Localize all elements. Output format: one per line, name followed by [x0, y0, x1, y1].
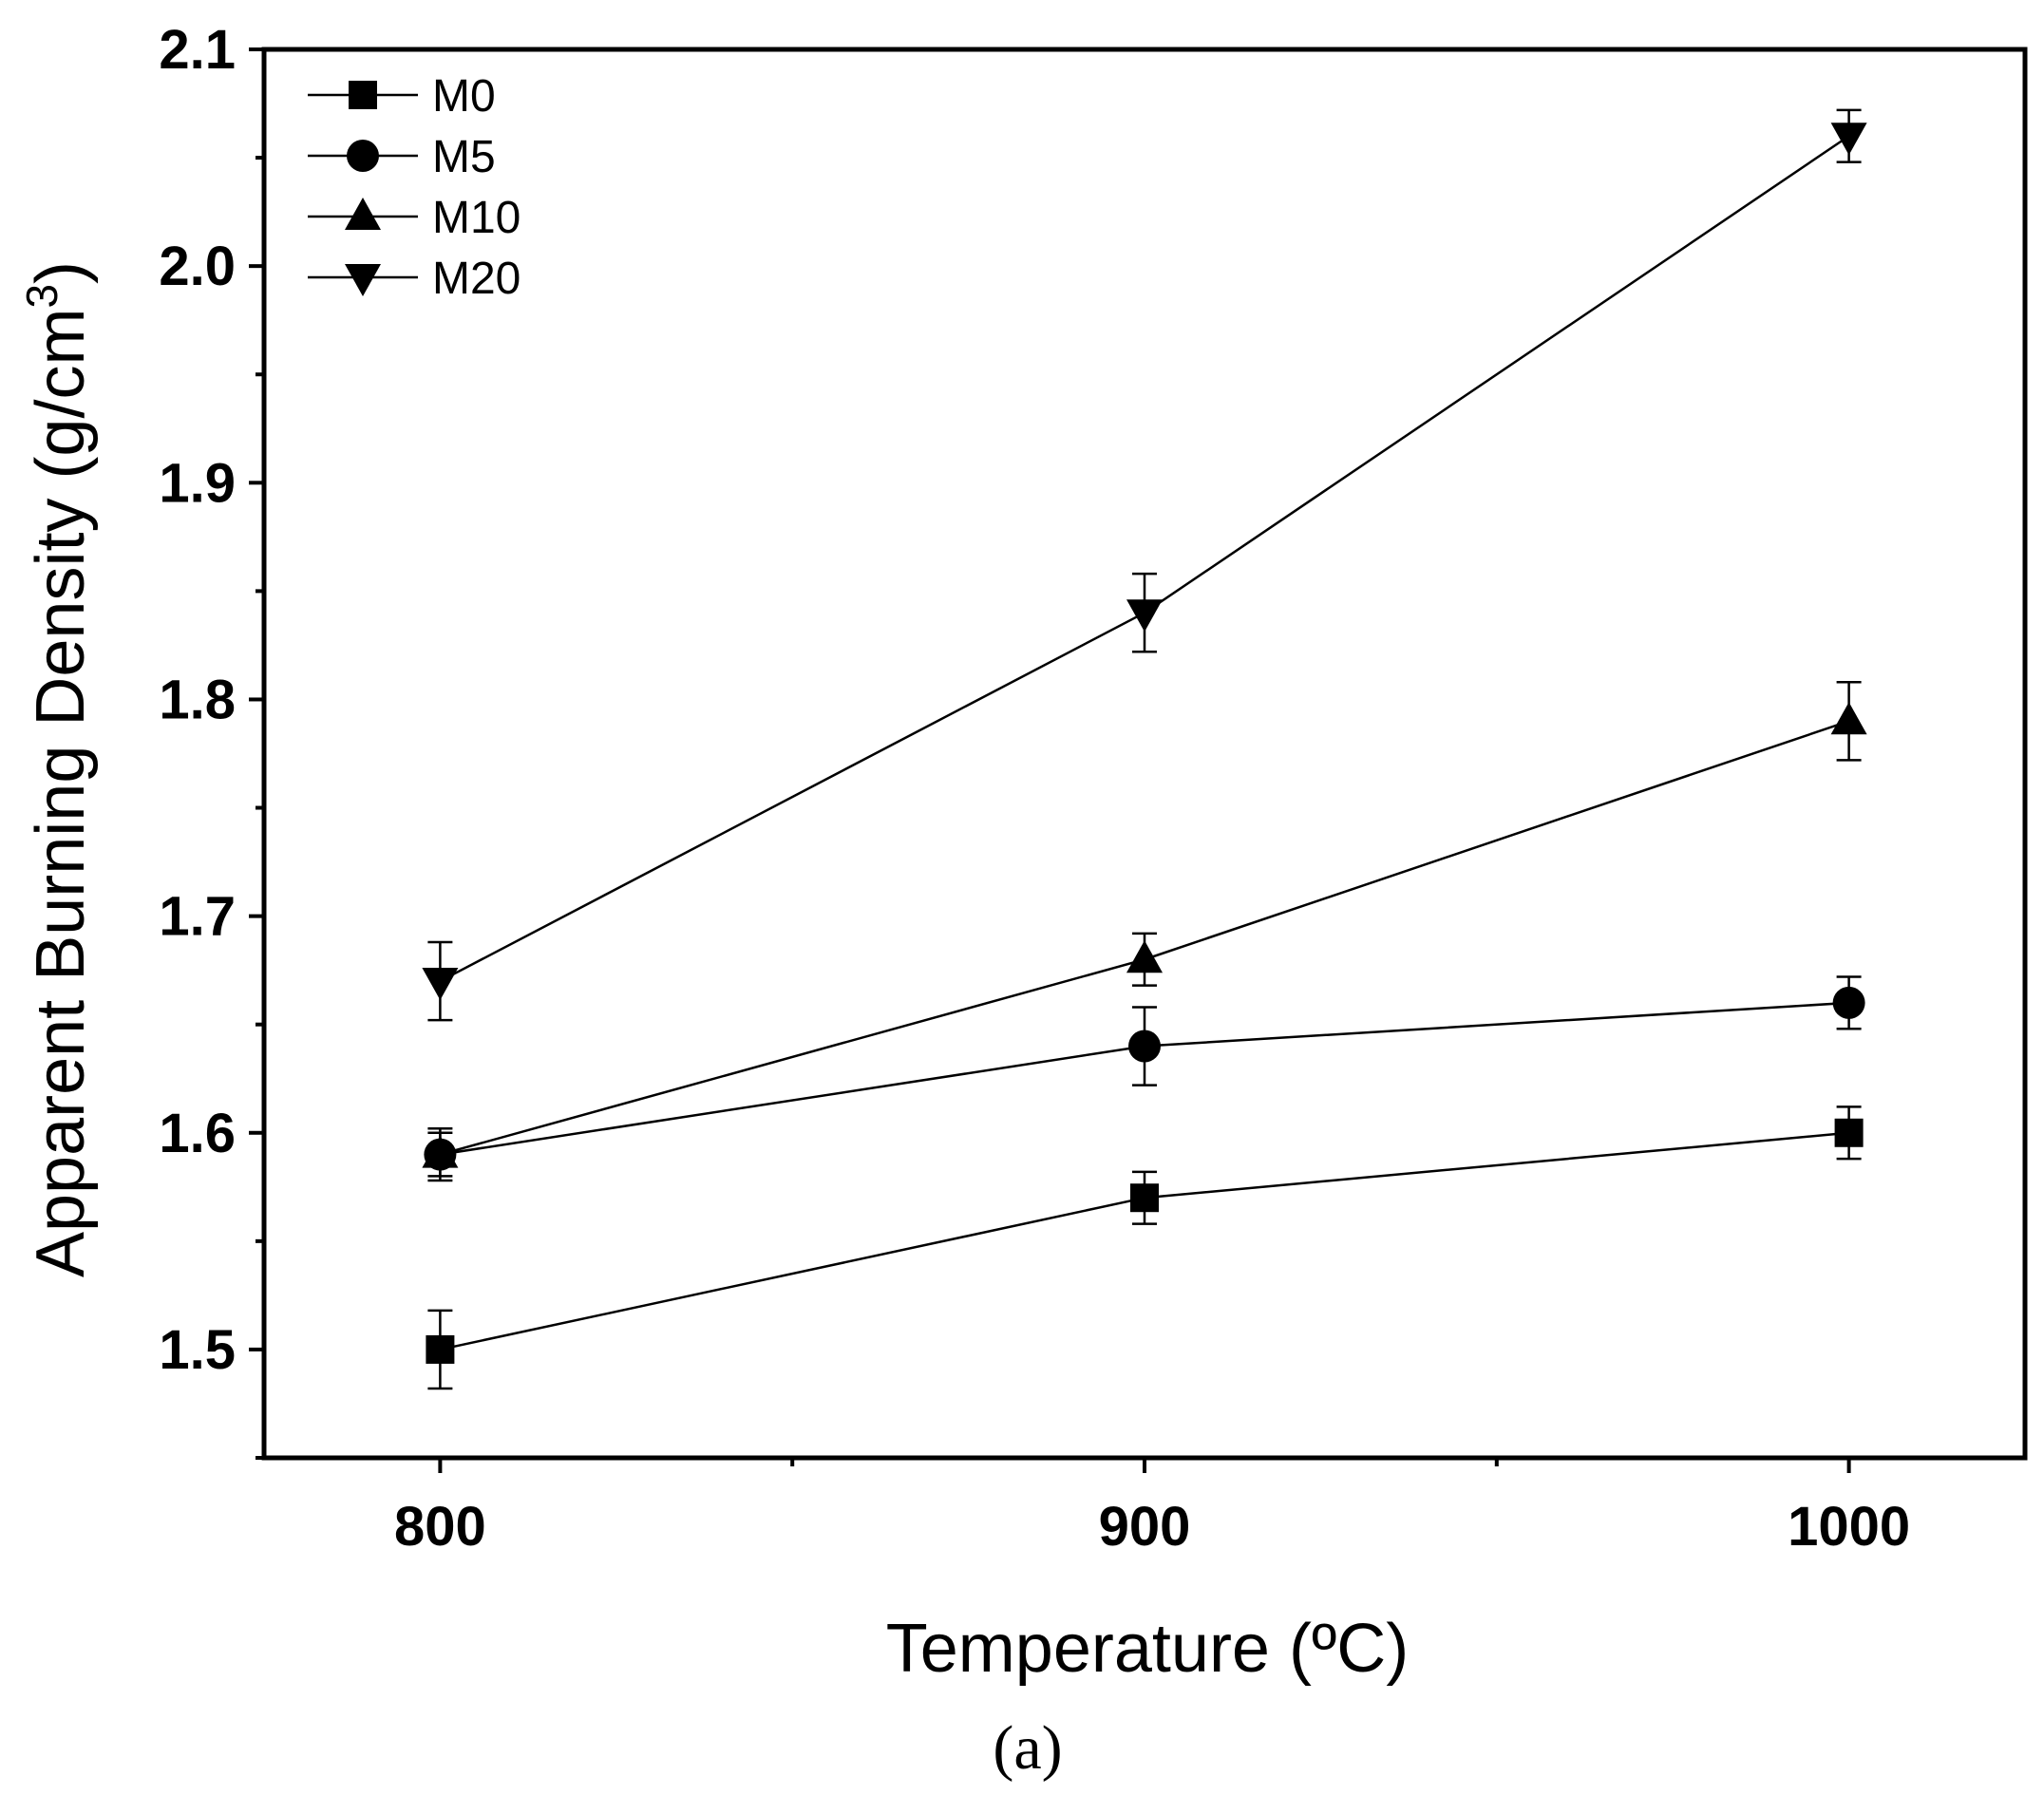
legend-label: M20 [432, 254, 520, 304]
data-point [1834, 1118, 1864, 1147]
y-tick-label: 1.7 [159, 886, 236, 948]
x-axis-title: Temperature (ºC) [886, 1611, 1409, 1687]
legend-item: M20 [308, 254, 520, 304]
y-tick-label: 1.9 [159, 452, 236, 514]
y-tick-label: 2.0 [159, 236, 236, 297]
y-tick-label: 1.8 [159, 669, 236, 730]
y-axis-title-suffix: ) [23, 261, 99, 284]
data-point [426, 1334, 455, 1364]
chart-series [422, 108, 1867, 1390]
legend-marker [345, 198, 381, 230]
data-point [422, 1135, 459, 1168]
y-tick-label: 1.5 [159, 1319, 236, 1381]
plot-frame [261, 47, 2028, 1461]
legend-item: M10 [308, 193, 520, 243]
y-tick-label: 1.6 [159, 1103, 236, 1164]
legend-item: M5 [308, 132, 496, 182]
series-line [439, 135, 1850, 983]
data-point [1830, 123, 1867, 156]
legend-marker [347, 140, 379, 172]
series-m10 [422, 680, 1867, 1178]
x-tick-label: 1000 [1788, 1496, 1910, 1558]
data-point [1126, 940, 1163, 973]
data-point [1130, 1183, 1159, 1213]
y-axis-title-superscript: 3 [17, 284, 66, 309]
data-point [1832, 986, 1865, 1019]
series-m20 [422, 108, 1867, 1022]
legend-label: M5 [432, 132, 496, 182]
data-point [1126, 599, 1163, 633]
series-m5 [424, 975, 1865, 1182]
data-point [1830, 702, 1867, 735]
data-point [1128, 1030, 1161, 1063]
x-tick-label: 900 [1099, 1496, 1191, 1558]
y-tick-label: 2.1 [159, 19, 236, 81]
legend-marker [349, 81, 377, 109]
legend-marker [345, 264, 381, 296]
chart-axes: 1.5 1.6 1.7 1.8 1.9 2.0 2.1 800 900 1000 [159, 19, 2028, 1558]
series-m0 [426, 1105, 1864, 1390]
legend-label: M10 [432, 193, 520, 243]
x-tick-label: 800 [394, 1496, 486, 1558]
legend-item: M0 [308, 71, 496, 122]
y-axis-title-main: Apparent Burning Density (g/cm [23, 309, 99, 1277]
chart-legend: M0 M5 M10 M20 [308, 71, 520, 304]
legend-label: M0 [432, 71, 496, 122]
y-axis-title: Apparent Burning Density (g/cm3) [17, 261, 99, 1277]
data-point [422, 968, 459, 1001]
series-line [440, 1131, 1849, 1351]
figure-caption: (a) [993, 1713, 1062, 1783]
